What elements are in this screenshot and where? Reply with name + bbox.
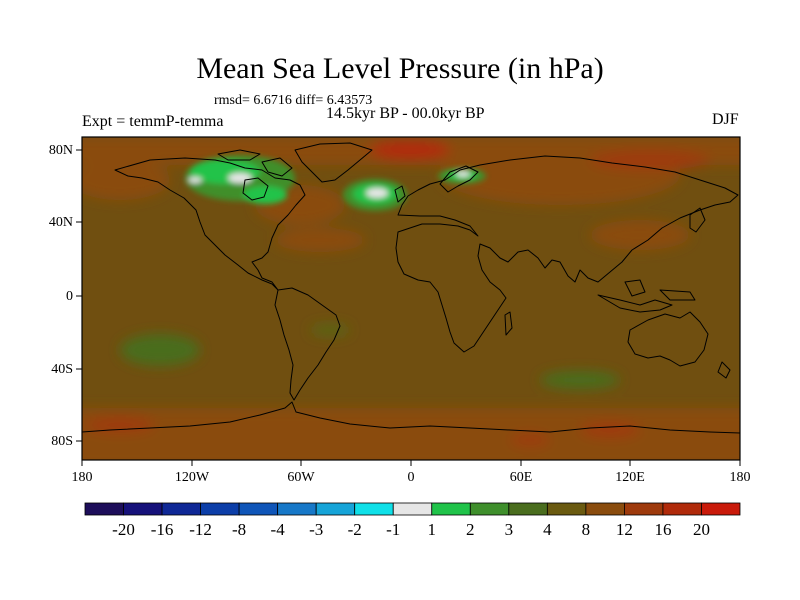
- period-label: 14.5kyr BP - 00.0kyr BP: [326, 105, 485, 122]
- field-arctic-high: [370, 140, 450, 160]
- colorbar-swatch: [315, 502, 356, 516]
- colorbar-swatch: [469, 502, 510, 516]
- field-patch-sb: [510, 434, 550, 446]
- field-pacific-high: [82, 160, 170, 200]
- colorbar-swatch: [238, 502, 279, 516]
- coast-japan: [689, 207, 706, 233]
- field-yukon-peak: [188, 177, 202, 183]
- field-asia-high: [590, 220, 690, 250]
- colorbar-label: -8: [232, 520, 247, 539]
- lat-label-80n: 80N: [48, 143, 73, 158]
- colorbar-swatch: [546, 502, 587, 516]
- coast-scandinavia: [439, 165, 479, 193]
- field-indian-low: [540, 371, 620, 389]
- coast-indonesia: [597, 294, 673, 313]
- lon-label-60e: 60E: [509, 470, 533, 485]
- colorbar-swatch: [161, 502, 201, 516]
- axis-ticks: [76, 149, 741, 466]
- lat-label-40s: 40S: [51, 362, 73, 377]
- colorbar-label: -4: [270, 520, 285, 539]
- coast-hudson-bay: [242, 177, 269, 201]
- colorbar-swatch: [701, 502, 741, 516]
- coast-new-guinea: [659, 289, 696, 301]
- coast-borneo: [624, 279, 646, 297]
- stats-label: rmsd= 6.6716 diff= 6.43573: [214, 93, 373, 108]
- coast-madagascar: [504, 311, 513, 336]
- field-pacific-low: [120, 334, 200, 366]
- coast-new-zealand: [717, 361, 731, 379]
- colorbar-label: -20: [112, 520, 135, 539]
- colorbar-swatch: [585, 502, 625, 516]
- field-north-high: [590, 150, 710, 170]
- lon-label-0: 0: [407, 470, 415, 485]
- colorbar-swatch: [123, 502, 163, 516]
- colorbar: [84, 502, 741, 516]
- lat-label-0: 0: [66, 289, 73, 304]
- colorbar-label: 16: [654, 520, 672, 539]
- colorbar-swatch: [662, 502, 702, 516]
- colorbar-swatch: [624, 502, 664, 516]
- map-title: Mean Sea Level Pressure (in hPa): [196, 52, 604, 85]
- field-laurentide-peak: [228, 173, 252, 183]
- coastlines: [82, 142, 740, 434]
- colorbar-label: -1: [386, 520, 401, 539]
- lon-label-120w: 120W: [174, 470, 210, 485]
- colorbar-swatch: [431, 502, 471, 516]
- colorbar-label: 2: [466, 520, 475, 539]
- coast-greenland: [294, 142, 373, 183]
- coast-north-america: [114, 157, 306, 291]
- field-patch-sa: [580, 422, 640, 438]
- field-scandinavia-peak: [456, 171, 470, 177]
- colorbar-swatch: [277, 502, 317, 516]
- field-greenland-peak: [366, 188, 388, 198]
- coast-baffin: [261, 157, 293, 177]
- field-atlantic-low: [310, 324, 350, 336]
- colorbar-swatch: [84, 502, 124, 516]
- coast-british-isles: [394, 185, 406, 203]
- lat-label-80s: 80S: [51, 434, 73, 449]
- coast-australia: [627, 311, 709, 367]
- coast-south-america: [274, 287, 341, 401]
- coast-arctic-isles: [217, 149, 261, 161]
- lon-label-60w: 60W: [287, 470, 315, 485]
- colorbar-label: -3: [309, 520, 324, 539]
- lat-label-40n: 40N: [48, 215, 73, 230]
- colorbar-swatch: [200, 502, 240, 516]
- field-subtropic-high: [275, 228, 365, 252]
- colorbar-label: 4: [543, 520, 552, 539]
- season-label: DJF: [712, 111, 739, 128]
- coast-eurasia-africa: [395, 155, 739, 353]
- colorbar-swatch: [354, 502, 394, 516]
- pressure-field: [82, 137, 740, 460]
- colorbar-label: -16: [150, 520, 174, 539]
- colorbar-label: -12: [189, 520, 212, 539]
- lon-label-180w: 180: [71, 470, 93, 485]
- colorbar-label: 3: [504, 520, 514, 539]
- coast-antarctica: [82, 401, 740, 434]
- experiment-label: Expt = temmP-temma: [82, 113, 224, 130]
- colorbar-label: 1: [427, 520, 437, 539]
- colorbar-label: -2: [347, 520, 362, 539]
- lon-label-180e: 180: [729, 470, 751, 485]
- field-band-south: [82, 408, 740, 460]
- colorbar-label: 8: [581, 520, 591, 539]
- colorbar-label: 20: [692, 520, 710, 539]
- colorbar-label: 12: [615, 520, 633, 539]
- colorbar-swatch: [508, 502, 548, 516]
- colorbar-swatch: [392, 502, 433, 516]
- lon-label-120e: 120E: [615, 470, 645, 485]
